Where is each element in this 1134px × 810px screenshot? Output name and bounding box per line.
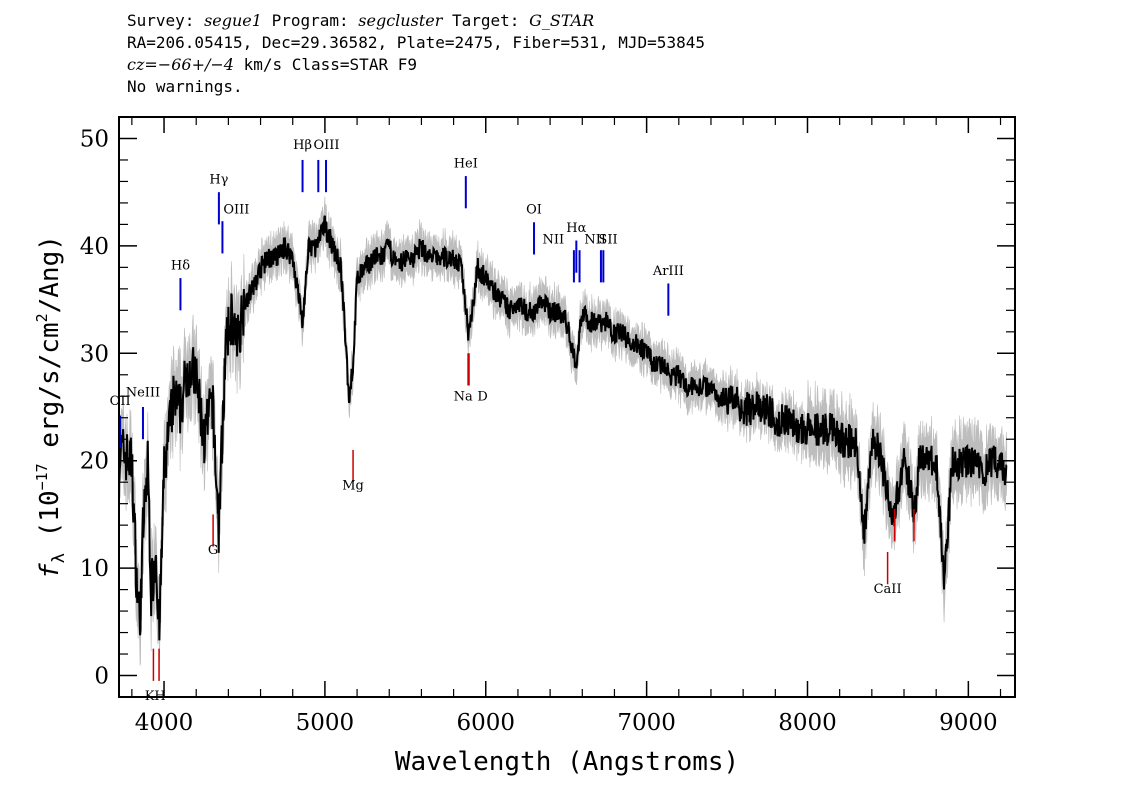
x-tick-label: 9000 xyxy=(939,710,998,736)
line-label: OIII xyxy=(223,203,249,218)
y-axis-title: fλ (10−17 erg/s/cm2/Ang) xyxy=(33,235,69,579)
target-label: Target: xyxy=(452,11,520,30)
line-label: SII xyxy=(598,233,617,248)
line-label: ArIII xyxy=(652,264,684,279)
header-line-2: RA=206.05415, Dec=29.36582, Plate=2475, … xyxy=(127,33,705,52)
x-tick-label: 4000 xyxy=(135,710,194,736)
flux-line xyxy=(119,215,1008,641)
line-label: Mg xyxy=(342,479,364,494)
x-tick-label: 8000 xyxy=(778,710,837,736)
line-label: D xyxy=(477,390,487,405)
target-value: G_STAR xyxy=(529,11,595,30)
y-tick-label: 30 xyxy=(80,341,109,367)
line-label: Hγ xyxy=(209,173,228,188)
x-tick-label: 6000 xyxy=(456,710,515,736)
line-label: NII xyxy=(542,233,564,248)
line-label: Hα xyxy=(566,221,586,236)
line-label: HeI xyxy=(454,156,478,171)
line-label: G xyxy=(208,543,218,558)
y-axis-title-end: /Ang) xyxy=(35,235,65,313)
y-tick-label: 20 xyxy=(80,449,109,475)
survey-value: segue1 xyxy=(204,11,262,30)
y-axis-title-sub: λ xyxy=(49,553,69,563)
flux-series-line xyxy=(119,215,1008,641)
plot-frame xyxy=(118,116,1016,698)
line-label: Hβ xyxy=(293,138,312,153)
x-axis: 4000 5000 6000 7000 8000 9000 xyxy=(131,117,1002,736)
program-value: segcluster xyxy=(358,11,443,30)
line-label: Hδ xyxy=(171,259,190,274)
y-axis-title-unit: erg/s/cm xyxy=(35,322,65,463)
cz-value: −66+/−4 xyxy=(157,55,234,74)
y-tick-label: 0 xyxy=(94,664,109,690)
y-axis-title-rest: (10 xyxy=(35,490,65,553)
line-label: OI xyxy=(526,203,542,218)
header-line-3: cz=−66+/−4 km/s Class=STAR F9 xyxy=(127,54,705,76)
x-axis-title: Wavelength (Angstroms) xyxy=(395,747,739,777)
header-line-4: No warnings. xyxy=(127,77,243,96)
y-tick-label: 10 xyxy=(80,556,109,582)
x-tick-label: 7000 xyxy=(617,710,676,736)
y-axis-title-unit-exp: 2 xyxy=(33,313,51,322)
cz-rest: km/s Class=STAR F9 xyxy=(233,55,417,74)
line-label: CaII xyxy=(874,582,902,597)
line-markers xyxy=(119,159,915,681)
y-axis-title-exp: −17 xyxy=(33,463,51,490)
line-label: OII xyxy=(110,394,131,409)
cz-label: cz= xyxy=(127,55,158,74)
spectrum-header: Survey: segue1 Program: segcluster Targe… xyxy=(127,10,705,98)
line-label: OIII xyxy=(313,138,339,153)
y-axis: 0 10 20 30 40 50 xyxy=(80,126,1015,690)
y-tick-label: 50 xyxy=(80,126,109,152)
line-label: Na xyxy=(454,390,473,405)
program-label: Program: xyxy=(271,11,349,30)
line-label: NII xyxy=(584,233,606,248)
x-tick-label: 5000 xyxy=(296,710,355,736)
header-line-1: Survey: segue1 Program: segcluster Targe… xyxy=(127,10,705,32)
y-tick-label: 40 xyxy=(80,234,109,260)
line-label: NeIII xyxy=(126,385,160,400)
survey-label: Survey: xyxy=(127,11,195,30)
y-axis-title-f: f xyxy=(35,563,65,579)
